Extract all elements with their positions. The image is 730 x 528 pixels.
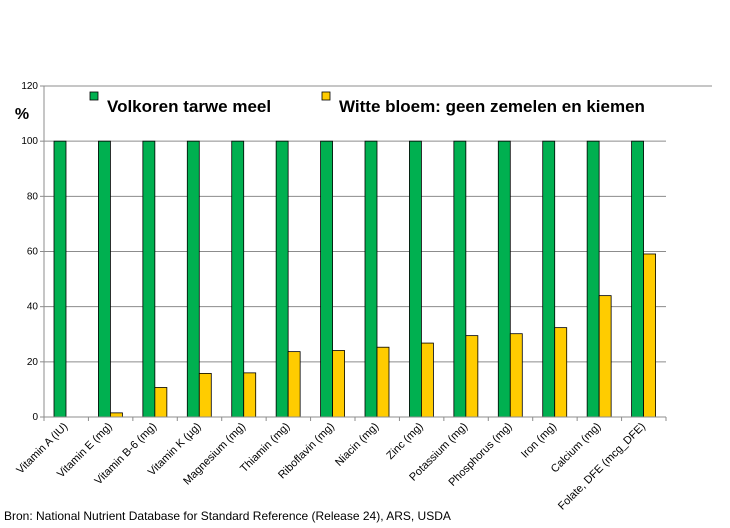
y-tick-label: 0 [32, 412, 38, 423]
x-tick-label: Folate, DFE (mcg_DFE) [556, 421, 648, 513]
bar-witte-bloem [332, 350, 345, 418]
bar-witte-bloem [287, 351, 301, 418]
y-tick-label: 100 [21, 136, 38, 147]
bar-volkoren [453, 140, 467, 418]
x-tick-label: Niacin (mg) [333, 421, 381, 469]
y-axis-label: % [15, 106, 29, 123]
bar-volkoren [631, 140, 644, 418]
x-tick-label: Iron (mg) [519, 421, 559, 461]
legend-swatch-witte-bloem [321, 91, 331, 101]
bar-witte-bloem [554, 327, 568, 418]
bar-volkoren [98, 140, 111, 418]
legend-label-volkoren: Volkoren tarwe meel [107, 97, 271, 116]
bar-witte-bloem [421, 342, 434, 418]
bar-volkoren [542, 140, 556, 418]
y-tick-label: 60 [27, 247, 39, 258]
bar-witte-bloem [198, 373, 212, 418]
bar-witte-bloem [598, 295, 612, 418]
bar-volkoren [231, 140, 245, 418]
bar-witte-bloem [110, 412, 123, 418]
bar-volkoren [497, 140, 511, 418]
y-tick-label: 40 [27, 302, 39, 313]
bar-witte-bloem [465, 335, 479, 418]
bar-witte-bloem [643, 253, 656, 418]
bar-volkoren [275, 140, 289, 418]
bar-volkoren [53, 140, 67, 418]
y-tick-label: 120 [21, 81, 38, 92]
bar-volkoren [409, 140, 422, 418]
source-note: Bron: National Nutrient Database for Sta… [4, 509, 451, 523]
bar-volkoren [320, 140, 333, 418]
y-tick-label: 20 [27, 357, 39, 368]
bar-volkoren [142, 140, 156, 418]
bar-volkoren [186, 140, 200, 418]
legend-label-witte-bloem: Witte bloem: geen zemelen en kiemen [339, 97, 645, 116]
legend-swatch-volkoren [89, 91, 99, 101]
bar-volkoren [586, 140, 600, 418]
bar-witte-bloem [243, 372, 257, 418]
x-tick-label: Zinc (mg) [384, 421, 425, 462]
bar-volkoren [364, 140, 378, 418]
bar-witte-bloem [509, 333, 523, 418]
y-tick-label: 80 [27, 191, 39, 202]
bar-witte-bloem [154, 387, 168, 418]
bar-witte-bloem [376, 346, 390, 418]
